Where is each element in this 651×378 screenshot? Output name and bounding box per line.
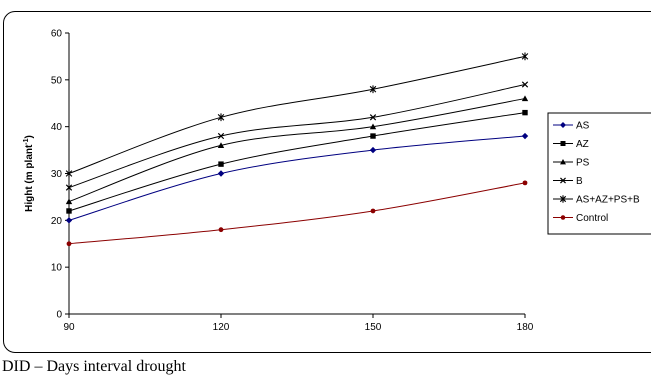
data-point-marker — [521, 81, 529, 88]
y-tick-label: 20 — [51, 216, 63, 227]
data-point-marker — [369, 123, 377, 130]
data-point-marker — [217, 142, 225, 148]
series-line — [68, 98, 526, 203]
data-point-marker — [522, 180, 528, 186]
data-point-marker — [559, 195, 567, 203]
data-point-marker — [521, 52, 529, 61]
series-b — [65, 81, 529, 191]
data-point-marker — [65, 217, 73, 224]
data-point-marker — [560, 215, 566, 220]
legend-box — [547, 112, 651, 235]
series-az — [66, 109, 528, 214]
data-point-marker — [65, 184, 73, 191]
data-point-marker — [560, 141, 566, 146]
caption: DID – Days interval drought — [2, 358, 186, 375]
series-line — [68, 112, 526, 212]
data-point-marker — [369, 146, 377, 154]
data-point-marker — [370, 208, 376, 214]
y-axis-label: Hight (m plant-1) — [23, 135, 35, 212]
x-tick-label: 120 — [213, 322, 230, 333]
legend: AS AZ PS B AS+AZ+PS+B Control — [547, 112, 651, 235]
data-point-marker — [521, 132, 529, 140]
data-point-marker — [66, 208, 72, 214]
series-line — [68, 55, 526, 174]
series-group — [65, 52, 529, 247]
data-point-marker — [66, 241, 72, 247]
axes — [68, 33, 525, 315]
y-tick-label: 40 — [51, 122, 63, 133]
data-point-marker — [521, 95, 529, 102]
legend-label: B — [576, 176, 583, 187]
x-tick-label: 150 — [365, 322, 382, 333]
data-point-marker — [369, 85, 377, 94]
chart-svg: 0 10 20 30 40 50 60 90 120 150 180 Hight (m plant… — [23, 29, 651, 333]
legend-label: AZ — [576, 139, 589, 150]
legend-entry: B — [553, 176, 583, 187]
y-tick-label: 0 — [56, 310, 62, 321]
data-point-marker — [369, 114, 377, 121]
data-point-marker — [218, 161, 224, 167]
y-tick-label: 10 — [51, 263, 63, 274]
y-tick-label: 30 — [51, 169, 63, 180]
data-point-marker — [217, 132, 225, 140]
data-point-marker — [65, 198, 73, 205]
data-point-marker — [218, 227, 224, 233]
legend-entry: AZ — [553, 139, 589, 150]
data-point-marker — [560, 177, 566, 184]
data-point-marker — [217, 113, 225, 122]
x-tick-label: 180 — [517, 322, 534, 333]
x-ticks: 90 120 150 180 — [63, 314, 534, 333]
y-tick-label: 60 — [51, 29, 63, 40]
y-tick-label: 50 — [51, 75, 63, 86]
series-line — [68, 84, 526, 189]
data-point-marker — [522, 109, 528, 116]
legend-entry: AS+AZ+PS+B — [553, 195, 640, 206]
chart-frame — [3, 11, 651, 353]
series-control — [66, 180, 528, 247]
legend-entry: AS — [553, 121, 590, 132]
data-point-marker — [560, 159, 566, 165]
data-point-marker — [65, 169, 73, 178]
series-line — [68, 182, 526, 245]
legend-entry: PS — [553, 158, 590, 169]
series-ps — [65, 95, 529, 205]
legend-label: PS — [576, 158, 590, 169]
x-tick-label: 90 — [63, 322, 75, 333]
data-point-marker — [217, 170, 225, 177]
series-as — [65, 132, 529, 224]
legend-label: Control — [576, 213, 608, 224]
series-as-az-ps-b — [65, 52, 529, 178]
legend-entry: Control — [553, 213, 608, 224]
legend-label: AS — [576, 121, 590, 132]
data-point-marker — [370, 133, 376, 139]
series-line — [68, 135, 526, 221]
data-point-marker — [560, 122, 566, 128]
y-ticks: 0 10 20 30 40 50 60 — [51, 29, 69, 321]
legend-label: AS+AZ+PS+B — [576, 195, 640, 206]
